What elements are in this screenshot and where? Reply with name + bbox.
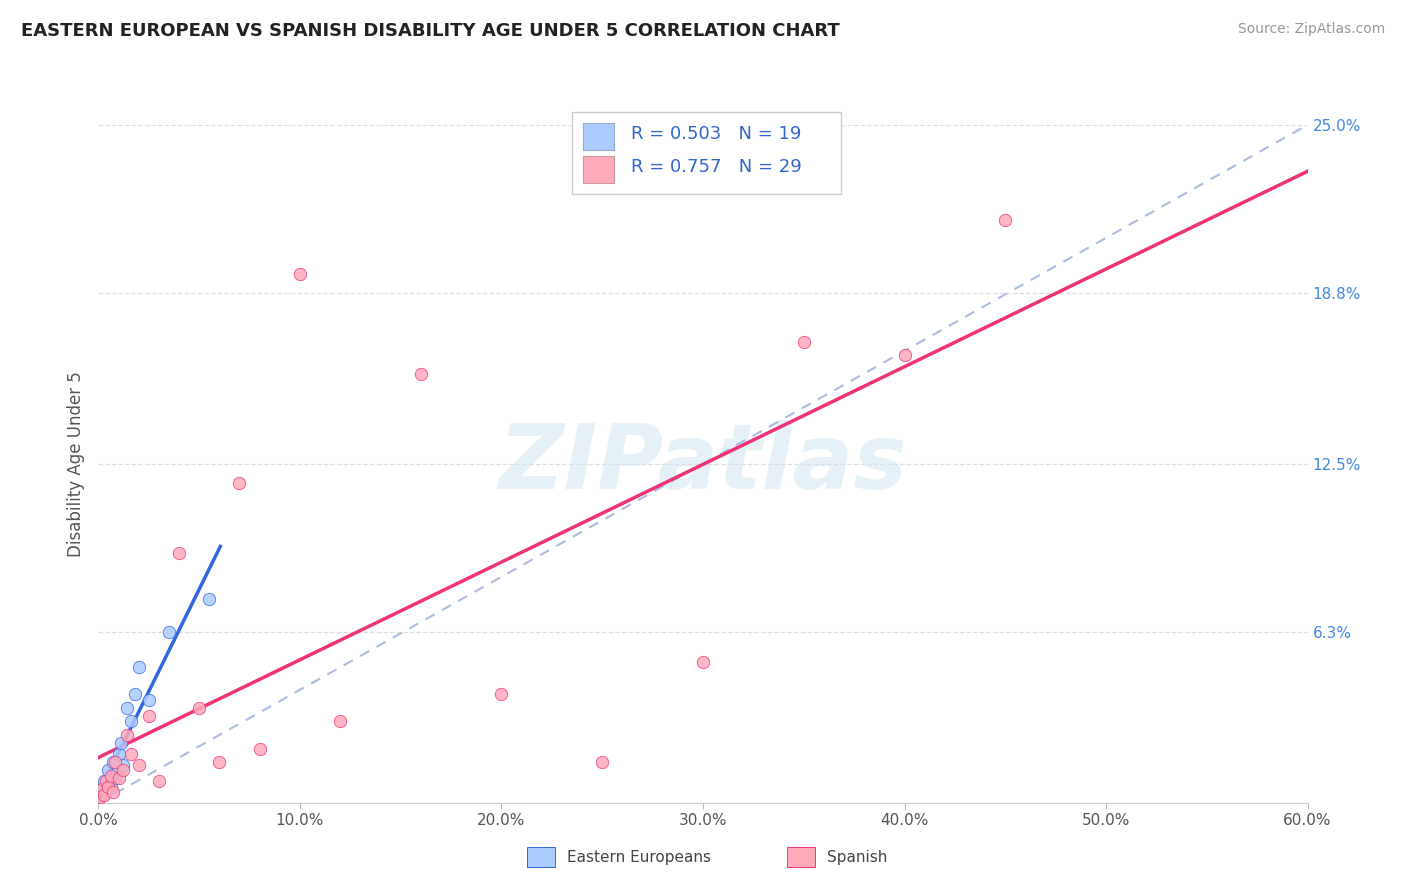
- Point: [120, 714, 142, 729]
- Point: [124, 687, 146, 701]
- Point: [107, 772, 129, 786]
- Point: [208, 755, 231, 769]
- Point: [288, 267, 311, 281]
- Point: [329, 714, 352, 729]
- Point: [793, 334, 815, 349]
- Point: [409, 368, 432, 382]
- Point: [97, 764, 120, 778]
- Point: [91, 782, 114, 797]
- Point: [198, 592, 221, 607]
- Point: [115, 701, 138, 715]
- Point: [89, 790, 111, 805]
- Text: Eastern Europeans: Eastern Europeans: [567, 850, 710, 864]
- Point: [89, 788, 111, 802]
- Point: [128, 660, 150, 674]
- Point: [138, 692, 160, 706]
- Point: [103, 772, 125, 786]
- Point: [91, 782, 114, 797]
- Text: Source: ZipAtlas.com: Source: ZipAtlas.com: [1237, 22, 1385, 37]
- Point: [107, 747, 129, 761]
- Point: [115, 728, 138, 742]
- Point: [157, 624, 180, 639]
- Point: [128, 757, 150, 772]
- Text: EASTERN EUROPEAN VS SPANISH DISABILITY AGE UNDER 5 CORRELATION CHART: EASTERN EUROPEAN VS SPANISH DISABILITY A…: [21, 22, 839, 40]
- Text: R = 0.757   N = 29: R = 0.757 N = 29: [631, 158, 801, 176]
- Point: [110, 736, 132, 750]
- Point: [188, 701, 211, 715]
- Point: [692, 655, 714, 669]
- Point: [228, 475, 250, 490]
- Point: [103, 755, 125, 769]
- Text: R = 0.503   N = 19: R = 0.503 N = 19: [631, 125, 801, 143]
- Point: [96, 785, 118, 799]
- Point: [994, 212, 1017, 227]
- Point: [491, 687, 513, 701]
- Point: [100, 769, 122, 783]
- Point: [120, 747, 142, 761]
- Point: [96, 774, 118, 789]
- Text: ZIPatlas: ZIPatlas: [499, 420, 907, 508]
- Text: Spanish: Spanish: [827, 850, 887, 864]
- Point: [101, 785, 124, 799]
- Point: [93, 788, 115, 802]
- Point: [249, 741, 271, 756]
- Point: [111, 764, 134, 778]
- Point: [167, 546, 190, 560]
- Point: [148, 774, 170, 789]
- Point: [101, 755, 124, 769]
- Point: [893, 348, 915, 362]
- Point: [591, 755, 613, 769]
- Point: [100, 780, 122, 794]
- Point: [93, 774, 115, 789]
- Y-axis label: Disability Age Under 5: Disability Age Under 5: [66, 371, 84, 557]
- Point: [97, 780, 120, 794]
- Point: [105, 766, 128, 780]
- Point: [138, 709, 160, 723]
- Point: [111, 757, 134, 772]
